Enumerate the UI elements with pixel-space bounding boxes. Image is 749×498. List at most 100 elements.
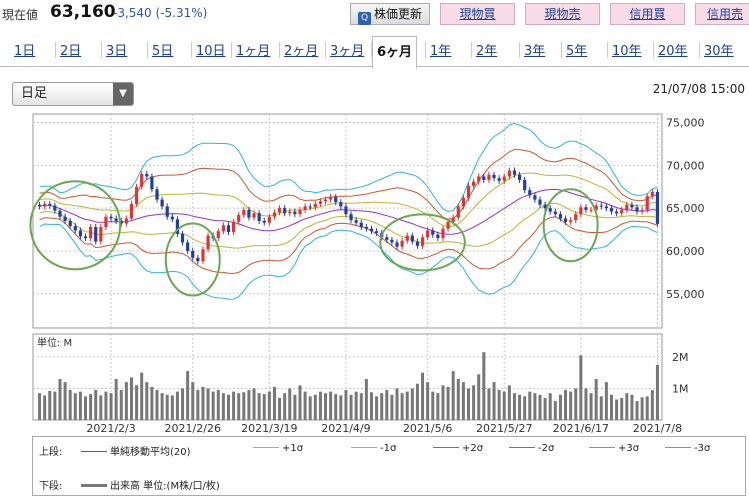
- volume-bar: [191, 382, 195, 420]
- volume-bar: [109, 393, 113, 420]
- tab-16[interactable]: 30年: [704, 44, 734, 59]
- spot-buy-button[interactable]: 現物買: [440, 3, 515, 25]
- candle-body: [436, 234, 440, 239]
- price-tick-label: 70,000: [666, 159, 705, 172]
- volume-bar: [211, 391, 215, 420]
- legend-item-1: 単純移動平均(20): [81, 443, 191, 458]
- volume-bar: [165, 394, 169, 420]
- candle-body: [456, 206, 460, 218]
- tab-5[interactable]: 10日: [196, 44, 226, 59]
- volume-bar: [160, 393, 164, 420]
- tab-13[interactable]: 5年: [566, 44, 588, 59]
- candle-body: [563, 218, 568, 222]
- candle-body: [446, 221, 450, 229]
- spot-sell-button[interactable]: 現物売: [525, 3, 600, 25]
- volume-bar: [655, 364, 659, 420]
- candle-body: [58, 210, 62, 217]
- margin-sell-button[interactable]: 信用売: [695, 3, 749, 25]
- volume-bar: [625, 393, 629, 420]
- candle-body: [604, 206, 608, 209]
- x-tick-label: 2021/3/19: [241, 422, 297, 435]
- tab-11[interactable]: 2年: [476, 44, 498, 59]
- period-tabs: 1日 2日 3日 5日 10日 1ヶ月 2ヶ月 3ヶ月 6ヶ月 1年 2年 3年 5年 10年 20年 30年: [0, 36, 749, 69]
- price-update-label: 株価更新: [373, 7, 422, 21]
- candle-body: [68, 221, 72, 227]
- candle-body: [339, 202, 343, 207]
- candle-body: [262, 221, 266, 223]
- candle-body: [487, 174, 491, 180]
- volume-bar: [502, 391, 506, 420]
- tab-1[interactable]: 1日: [14, 44, 36, 59]
- candle-body: [73, 226, 77, 231]
- tab-14[interactable]: 10年: [612, 44, 642, 59]
- candle-body: [242, 209, 246, 216]
- candle-body: [630, 204, 634, 208]
- candle-body: [415, 241, 420, 246]
- legend-item-label: -3σ: [694, 443, 711, 454]
- price-change: -3,540 (-5.31%): [113, 6, 208, 20]
- candle-body: [226, 225, 231, 233]
- tab-6[interactable]: 1ヶ月: [236, 44, 271, 59]
- candle-body: [267, 216, 271, 223]
- volume-tick-label: 2M: [672, 351, 689, 364]
- band-minus-1sigma: [39, 202, 658, 249]
- legend-lower-label: 下段:: [39, 481, 63, 492]
- volume-bar: [313, 394, 317, 420]
- volume-bar: [482, 352, 486, 420]
- candle-body: [104, 216, 108, 227]
- highlight-ellipse: [164, 222, 221, 297]
- tab-10[interactable]: 1年: [430, 44, 452, 59]
- volume-bar: [446, 386, 450, 420]
- tab-4[interactable]: 5日: [152, 44, 174, 59]
- volume-bar: [170, 395, 174, 420]
- tab-15[interactable]: 20年: [658, 44, 688, 59]
- tab-8[interactable]: 3ヶ月: [330, 44, 365, 59]
- volume-bar: [354, 391, 358, 420]
- interval-select[interactable]: 日足 ▼: [12, 82, 134, 106]
- volume-bar: [226, 394, 230, 420]
- volume-bar: [99, 395, 103, 420]
- candle-body: [420, 237, 425, 246]
- volume-bar: [620, 397, 624, 420]
- candle-body: [609, 208, 614, 212]
- margin-buy-button[interactable]: 信用買: [610, 3, 685, 25]
- candle-body: [313, 203, 317, 208]
- candle-body: [477, 176, 481, 182]
- price-update-button[interactable]: Q 株価更新: [350, 3, 430, 25]
- candle-body: [614, 211, 619, 214]
- volume-bar: [518, 394, 522, 420]
- legend-swatch: [351, 447, 377, 448]
- candle-body: [405, 235, 409, 241]
- candle-body: [512, 170, 517, 175]
- volume-unit-label: 単位: M: [37, 336, 72, 349]
- legend-swatch: [433, 447, 459, 448]
- candle-body: [553, 211, 557, 215]
- volume-bar: [53, 391, 57, 420]
- volume-bar: [114, 379, 118, 420]
- tab-separator: [371, 42, 372, 58]
- candle-body: [543, 204, 547, 209]
- tab-7[interactable]: 2ヶ月: [284, 44, 319, 59]
- candle-body: [298, 209, 302, 215]
- volume-bar: [579, 355, 583, 420]
- volume-bar: [84, 396, 88, 420]
- tab-9[interactable]: 6ヶ月: [372, 36, 418, 69]
- candle-body: [548, 208, 552, 212]
- top-bar: 現在値 63,160 -3,540 (-5.31%) Q 株価更新 現物買 現物売…: [0, 0, 749, 30]
- price-tick-label: 75,000: [666, 117, 705, 130]
- candle-body: [257, 213, 261, 221]
- tab-2[interactable]: 2日: [60, 44, 82, 59]
- tab-12[interactable]: 3年: [524, 44, 546, 59]
- volume-bar: [267, 391, 271, 420]
- candle-body: [645, 196, 649, 210]
- volume-bar: [155, 390, 159, 420]
- refresh-icon: Q: [357, 12, 371, 25]
- tab-3[interactable]: 3日: [106, 44, 128, 59]
- legend-swatch: [589, 447, 615, 448]
- tab-separator: [55, 42, 56, 58]
- chevron-down-icon[interactable]: ▼: [113, 83, 133, 105]
- volume-bar: [369, 392, 373, 420]
- band-plus-1sigma: [39, 172, 658, 228]
- legend-item-volume: 出来高 単位:(M株/口/枚): [81, 477, 220, 492]
- candle-body: [288, 211, 292, 214]
